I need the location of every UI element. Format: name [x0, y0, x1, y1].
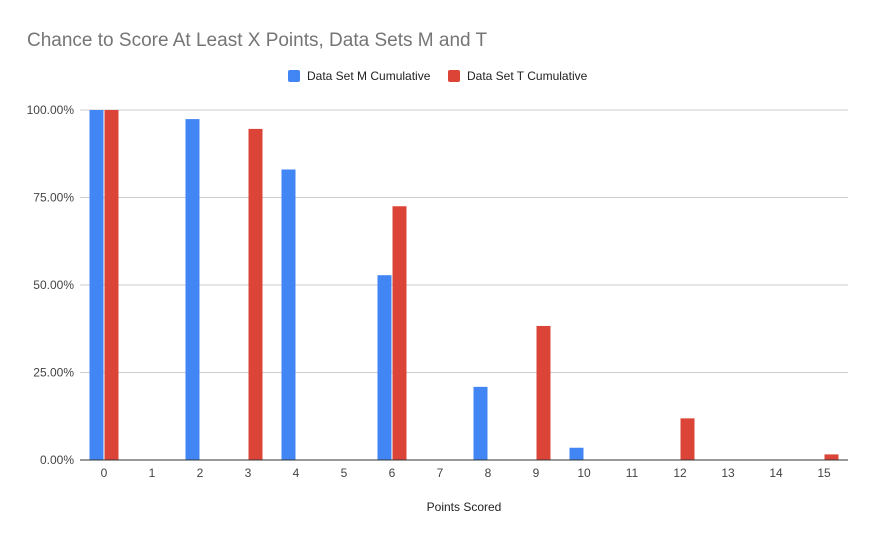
legend-swatch-m	[288, 70, 300, 82]
bar-t-3	[248, 128, 263, 460]
x-tick-label: 15	[817, 466, 831, 480]
bar-m-4	[281, 169, 296, 460]
x-axis-title: Points Scored	[427, 500, 502, 514]
x-tick-label: 9	[533, 466, 540, 480]
x-tick-label: 10	[577, 466, 591, 480]
y-tick-label: 50.00%	[33, 278, 74, 292]
x-tick-label: 12	[673, 466, 687, 480]
y-tick-label: 25.00%	[33, 366, 74, 380]
x-tick-label: 11	[626, 466, 639, 480]
x-tick-label: 7	[437, 466, 444, 480]
chart-title: Chance to Score At Least X Points, Data …	[27, 30, 488, 51]
bar-m-8	[473, 386, 488, 460]
bars	[89, 110, 839, 460]
bar-m-10	[569, 447, 584, 460]
legend: Data Set M Cumulative Data Set T Cumulat…	[288, 69, 588, 83]
y-axis-ticks: 0.00% 25.00% 50.00% 75.00% 100.00%	[27, 103, 75, 467]
gridlines	[80, 109, 848, 373]
bar-m-0	[89, 110, 104, 460]
legend-swatch-t	[448, 70, 460, 82]
bar-t-9	[536, 325, 551, 460]
y-tick-label: 75.00%	[33, 191, 74, 205]
legend-label-m: Data Set M Cumulative	[307, 69, 431, 83]
bar-t-15	[824, 454, 839, 460]
bar-t-6	[392, 206, 407, 460]
x-tick-label: 3	[245, 466, 252, 480]
x-tick-label: 0	[101, 466, 108, 480]
x-tick-label: 8	[485, 466, 492, 480]
x-tick-label: 4	[293, 466, 300, 480]
bar-t-12	[680, 418, 695, 460]
x-axis-ticks: 0 1 2 3 4 5 6 7 8 9 10 11 12 13 14 15	[101, 466, 831, 480]
x-tick-label: 6	[389, 466, 396, 480]
x-tick-label: 14	[769, 466, 783, 480]
bar-m-6	[377, 275, 392, 460]
x-tick-label: 5	[341, 466, 348, 480]
y-tick-label: 0.00%	[40, 453, 74, 467]
x-tick-label: 13	[721, 466, 735, 480]
x-tick-label: 2	[197, 466, 204, 480]
x-tick-label: 1	[149, 466, 156, 480]
bar-t-0	[104, 110, 119, 460]
legend-label-t: Data Set T Cumulative	[467, 69, 588, 83]
y-tick-label: 100.00%	[27, 103, 75, 117]
bar-m-2	[185, 119, 200, 460]
